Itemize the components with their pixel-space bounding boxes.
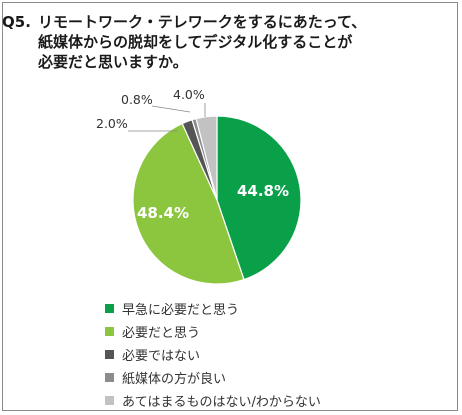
legend-label-3: 必要ではない bbox=[122, 348, 201, 364]
legend-item-1: 早急に必要だと思う bbox=[105, 298, 321, 318]
question-number: Q5. bbox=[2, 13, 31, 31]
pie-slice-5 bbox=[195, 115, 218, 201]
title-line-2: 紙媒体からの脱却をしてデジタル化することが bbox=[38, 33, 353, 51]
slice-label-1: 44.8% bbox=[237, 182, 289, 200]
legend-swatch-2 bbox=[105, 326, 114, 336]
pie-slice-2 bbox=[132, 122, 245, 285]
chart-title: Q5. リモートワーク・テレワークをするにあたって、 紙媒体からの脱却をしてデジ… bbox=[2, 12, 458, 72]
legend-label-5: あてはまるものはない/わからない bbox=[122, 394, 321, 410]
legend-swatch-4 bbox=[105, 372, 114, 382]
legend-item-3: 必要ではない bbox=[105, 344, 321, 364]
legend-item-4: 紙媒体の方が良い bbox=[105, 367, 321, 387]
legend-label-4: 紙媒体の方が良い bbox=[122, 371, 227, 387]
slice-label-2: 48.4% bbox=[137, 204, 189, 222]
legend-swatch-1 bbox=[105, 303, 114, 313]
legend-swatch-5 bbox=[105, 395, 114, 405]
slice-label-4: 0.8% bbox=[121, 92, 153, 107]
title-line-1: リモートワーク・テレワークをするにあたって、 bbox=[38, 13, 367, 31]
slice-label-5: 4.0% bbox=[173, 87, 205, 102]
slice-label-3: 2.0% bbox=[96, 116, 128, 131]
legend-swatch-3 bbox=[105, 349, 114, 359]
title-line-3: 必要だと思いますか。 bbox=[38, 53, 188, 71]
pie-slice-1 bbox=[216, 115, 302, 281]
legend-label-2: 必要だと思う bbox=[122, 325, 201, 341]
legend-item-2: 必要だと思う bbox=[105, 321, 321, 341]
legend-item-5: あてはまるものはない/わからない bbox=[105, 390, 321, 410]
chart-legend: 早急に必要だと思う 必要だと思う 必要ではない紙媒体の方が良いあてはまるものはない/… bbox=[105, 298, 321, 413]
legend-label-1: 早急に必要だと思う bbox=[122, 302, 240, 318]
leader-line-4 bbox=[151, 105, 191, 113]
